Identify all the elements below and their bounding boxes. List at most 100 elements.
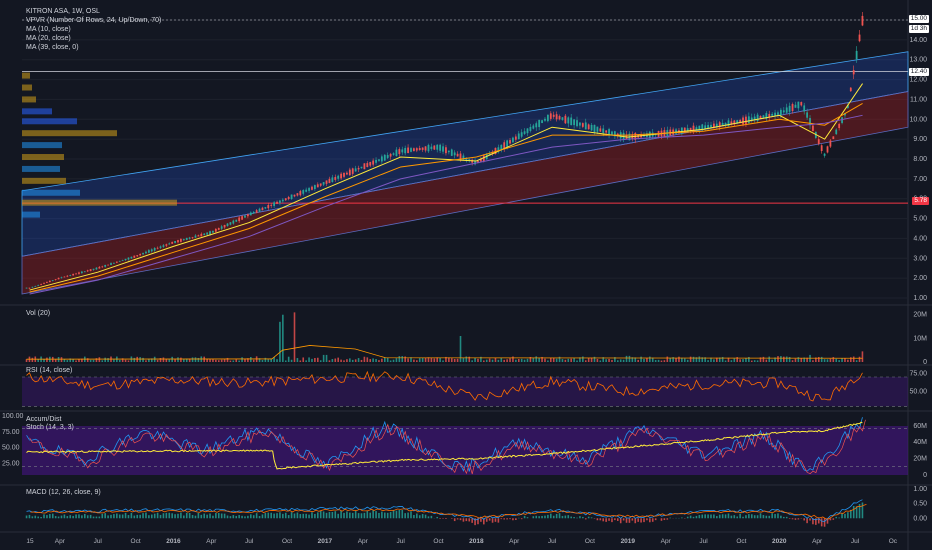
volume-bar xyxy=(340,359,342,362)
macd-histogram-bar xyxy=(118,514,121,519)
candle-body xyxy=(191,236,194,238)
price-tick-label: 2.00 xyxy=(913,275,927,282)
volume-bar xyxy=(462,357,465,362)
volume-bar xyxy=(142,357,144,362)
volume-bar xyxy=(657,359,660,362)
macd-histogram-bar xyxy=(334,511,337,519)
volume-bar xyxy=(780,356,782,362)
candle-body xyxy=(445,147,447,154)
volume-bar xyxy=(791,360,794,362)
volume-bar xyxy=(523,359,526,362)
candle-body xyxy=(80,271,83,274)
macd-histogram-bar xyxy=(252,515,255,519)
candle-body xyxy=(678,130,680,132)
candle-body xyxy=(124,258,127,261)
main-legend: KITRON ASA, 1W, OSL VPVR (Number Of Rows… xyxy=(26,7,161,52)
candle-body xyxy=(608,129,610,136)
volume-bar xyxy=(640,356,642,362)
macd-histogram-bar xyxy=(861,502,864,519)
candle-body xyxy=(686,128,689,132)
candle-body xyxy=(721,122,724,126)
volume-bar xyxy=(206,358,208,362)
volume-bar xyxy=(491,359,494,362)
macd-pane-label[interactable]: MACD (12, 26, close, 9) xyxy=(26,489,101,496)
candle-body xyxy=(142,252,144,255)
candle-body xyxy=(517,133,520,140)
ad-tick-label: 20M xyxy=(913,456,927,463)
candle-body xyxy=(104,264,107,267)
ad-pane-label[interactable]: Accum/Dist xyxy=(26,416,62,423)
macd-histogram-bar xyxy=(544,515,546,519)
indicator-ma20[interactable]: MA (20, close) xyxy=(26,35,71,42)
macd-histogram-bar xyxy=(456,518,459,520)
candle-body xyxy=(302,190,305,194)
macd-histogram-bar xyxy=(369,512,372,519)
candle-body xyxy=(573,119,576,126)
volume-pane-label[interactable]: Vol (20) xyxy=(26,310,51,317)
macd-histogram-bar xyxy=(509,518,511,520)
macd-histogram-bar xyxy=(360,513,363,519)
candle-body xyxy=(809,118,811,126)
candle-body xyxy=(846,105,849,109)
vpvr-bar xyxy=(22,72,30,79)
volume-bar xyxy=(273,357,275,362)
volume-bar xyxy=(69,358,72,362)
macd-histogram-bar xyxy=(570,516,572,519)
macd-histogram-bar xyxy=(363,512,366,519)
candle-body xyxy=(733,120,736,125)
macd-histogram-bar xyxy=(745,515,747,519)
volume-bar xyxy=(72,359,74,362)
volume-bar xyxy=(43,359,45,362)
volume-bar xyxy=(212,359,214,362)
candle-body xyxy=(177,240,179,243)
macd-histogram-bar xyxy=(494,518,497,522)
time-axis-label: Oct xyxy=(130,538,141,545)
stoch-tick-label: 25.00 xyxy=(2,460,20,467)
volume-bar xyxy=(150,358,153,362)
macd-histogram-bar xyxy=(325,512,328,519)
indicator-ma39[interactable]: MA (39, close, 0) xyxy=(26,44,79,51)
macd-histogram-bar xyxy=(716,516,718,519)
volume-bar xyxy=(474,357,476,362)
candle-body xyxy=(212,230,214,233)
rsi-pane-label[interactable]: RSI (14, close) xyxy=(26,367,73,374)
volume-bar xyxy=(165,359,168,362)
macd-histogram-bar xyxy=(806,518,808,524)
vpvr-bar xyxy=(22,199,177,206)
macd-histogram-bar xyxy=(354,510,357,519)
stoch-pane-label[interactable]: Stoch (14, 3, 3) xyxy=(26,424,74,431)
price-tick-label: 14.00 xyxy=(909,37,927,44)
candle-body xyxy=(98,266,101,269)
macd-histogram-bar xyxy=(788,518,791,519)
macd-histogram-bar xyxy=(267,512,270,519)
time-axis-label: Jul xyxy=(245,538,254,545)
indicator-vpvr[interactable]: VPVR (Number Of Rows, 24, Up/Down, 70) xyxy=(26,17,162,24)
macd-histogram-bar xyxy=(550,513,552,519)
volume-bar xyxy=(599,360,602,362)
candle-body xyxy=(765,113,768,119)
volume-bar xyxy=(608,358,610,362)
volume-bar xyxy=(468,356,471,362)
macd-histogram-bar xyxy=(418,515,421,519)
volume-bar xyxy=(605,359,607,362)
candle-body xyxy=(121,260,124,261)
volume-bar xyxy=(459,336,462,362)
volume-bar xyxy=(742,359,744,362)
macd-histogram-bar xyxy=(733,515,736,519)
macd-histogram-bar xyxy=(739,513,741,519)
candle-body xyxy=(829,140,832,147)
candle-body xyxy=(244,215,246,218)
candle-body xyxy=(514,136,517,140)
candle-body xyxy=(89,269,92,271)
candle-body xyxy=(849,87,852,92)
candle-body xyxy=(293,194,296,197)
volume-bar xyxy=(579,357,581,362)
volume-bar xyxy=(663,360,666,362)
macd-histogram-bar xyxy=(247,515,249,519)
indicator-ma10[interactable]: MA (10, close) xyxy=(26,26,71,33)
macd-histogram-bar xyxy=(188,512,191,519)
macd-histogram-bar xyxy=(305,513,307,519)
candle-body xyxy=(249,212,252,216)
candle-body xyxy=(506,140,509,147)
